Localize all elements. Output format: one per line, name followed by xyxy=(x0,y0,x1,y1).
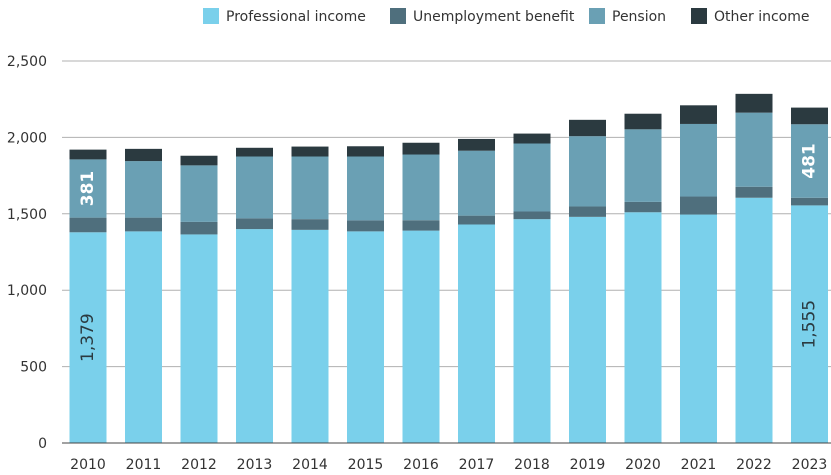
y-tick-label: 2,000 xyxy=(7,130,47,146)
x-tick-label: 2022 xyxy=(736,457,772,473)
bar-segment-other-2019 xyxy=(569,119,606,137)
bar-segment-pension-2014 xyxy=(291,156,329,220)
x-tick-label: 2013 xyxy=(237,457,273,473)
x-tick-label: 2010 xyxy=(70,457,106,473)
bar-segment-pension-2013 xyxy=(236,156,273,219)
bar-segment-professional-2018 xyxy=(513,219,551,443)
y-tick-label: 1,500 xyxy=(7,207,47,223)
legend-swatch-professional xyxy=(203,8,219,24)
bar-segment-professional-2012 xyxy=(180,234,218,443)
legend-label: Other income xyxy=(714,9,809,25)
bar-segment-other-2012 xyxy=(180,155,218,166)
bar-segment-unemployment-2012 xyxy=(180,221,218,235)
x-tick-label: 2023 xyxy=(792,457,828,473)
bar-segment-unemployment-2018 xyxy=(513,211,551,220)
bar-segment-other-2013 xyxy=(236,147,273,157)
bar-segment-other-2017 xyxy=(458,138,495,151)
bar-segment-other-2014 xyxy=(291,146,329,157)
bar-segment-other-2020 xyxy=(624,113,662,130)
bar-segment-professional-2013 xyxy=(236,229,273,443)
legend-swatch-other xyxy=(691,8,707,24)
data-label: 1,555 xyxy=(799,300,819,349)
y-tick-label: 0 xyxy=(38,436,47,452)
bar-segment-pension-2016 xyxy=(402,154,440,221)
bar-segment-unemployment-2014 xyxy=(291,219,329,230)
bar-segment-pension-2022 xyxy=(735,112,773,187)
bar-segment-unemployment-2013 xyxy=(236,218,273,230)
y-tick-label: 2,500 xyxy=(7,54,47,70)
bar-segment-professional-2019 xyxy=(569,216,606,443)
bar-segment-unemployment-2019 xyxy=(569,206,606,217)
x-tick-label: 2018 xyxy=(514,457,550,473)
bar-segment-professional-2010 xyxy=(69,232,107,443)
x-axis-tick-labels: 2010 2011 2012 2013 2014 2015 2016 2017 2018 2019… xyxy=(70,457,827,473)
bar-segment-pension-2019 xyxy=(569,136,606,207)
x-tick-label: 2019 xyxy=(570,457,606,473)
bar-segment-professional-2017 xyxy=(458,224,495,443)
bar-segment-professional-2015 xyxy=(347,231,384,443)
bar-segment-pension-2015 xyxy=(347,156,384,221)
bar-segment-professional-2023 xyxy=(791,205,828,443)
bar-segment-other-2022 xyxy=(735,93,773,113)
bar-segment-pension-2012 xyxy=(180,165,218,222)
legend: Professional income Unemployment benefit P… xyxy=(203,8,809,25)
bar-segment-unemployment-2020 xyxy=(624,201,662,213)
bar-segment-unemployment-2022 xyxy=(735,186,773,198)
x-tick-label: 2016 xyxy=(403,457,439,473)
data-label: 381 xyxy=(78,171,98,207)
bar-segment-pension-2010 xyxy=(69,159,107,218)
legend-label: Pension xyxy=(612,9,666,25)
bar-segment-pension-2020 xyxy=(624,129,662,202)
legend-label: Unemployment benefit xyxy=(413,9,575,25)
legend-swatch-pension xyxy=(589,8,605,24)
y-tick-label: 500 xyxy=(20,360,47,376)
bar-segment-pension-2017 xyxy=(458,150,495,216)
bars xyxy=(69,93,828,443)
bar-segment-pension-2018 xyxy=(513,143,551,212)
bar-segment-pension-2023 xyxy=(791,124,828,198)
bar-segment-professional-2020 xyxy=(624,212,662,443)
x-tick-label: 2017 xyxy=(459,457,495,473)
x-tick-label: 2011 xyxy=(126,457,162,473)
bar-segment-pension-2011 xyxy=(125,161,162,218)
x-tick-label: 2014 xyxy=(292,457,328,473)
bar-segment-unemployment-2010 xyxy=(69,217,107,233)
bar-segment-other-2011 xyxy=(125,148,162,162)
bar-segment-professional-2014 xyxy=(291,229,329,443)
bar-segment-professional-2011 xyxy=(125,231,162,443)
legend-label: Professional income xyxy=(226,9,366,25)
bar-segment-other-2018 xyxy=(513,133,551,144)
x-tick-label: 2012 xyxy=(181,457,217,473)
bar-segment-professional-2016 xyxy=(402,230,440,443)
data-label: 481 xyxy=(799,143,819,179)
data-label: 1,379 xyxy=(78,313,98,362)
bar-segment-unemployment-2021 xyxy=(680,196,717,215)
bar-segment-other-2023 xyxy=(791,107,828,125)
bar-segment-other-2021 xyxy=(680,105,717,124)
y-axis-tick-labels: 0 500 1,000 1,500 2,000 2,500 xyxy=(7,54,47,452)
data-labels: 1,379 381 1,555 481 xyxy=(78,143,819,362)
legend-swatch-unemployment xyxy=(390,8,406,24)
bar-segment-other-2010 xyxy=(69,149,107,160)
bar-segment-unemployment-2011 xyxy=(125,217,162,232)
x-tick-label: 2020 xyxy=(625,457,661,473)
x-tick-label: 2021 xyxy=(681,457,717,473)
bar-segment-professional-2021 xyxy=(680,214,717,443)
bar-segment-unemployment-2015 xyxy=(347,220,384,232)
bar-segment-other-2016 xyxy=(402,142,440,155)
bar-segment-unemployment-2016 xyxy=(402,220,440,231)
bar-segment-unemployment-2023 xyxy=(791,197,828,206)
bar-segment-other-2015 xyxy=(347,146,384,157)
bar-segment-pension-2021 xyxy=(680,123,717,197)
y-tick-label: 1,000 xyxy=(7,283,47,299)
bar-segment-unemployment-2017 xyxy=(458,215,495,225)
bar-segment-professional-2022 xyxy=(735,197,773,443)
x-tick-label: 2015 xyxy=(348,457,384,473)
